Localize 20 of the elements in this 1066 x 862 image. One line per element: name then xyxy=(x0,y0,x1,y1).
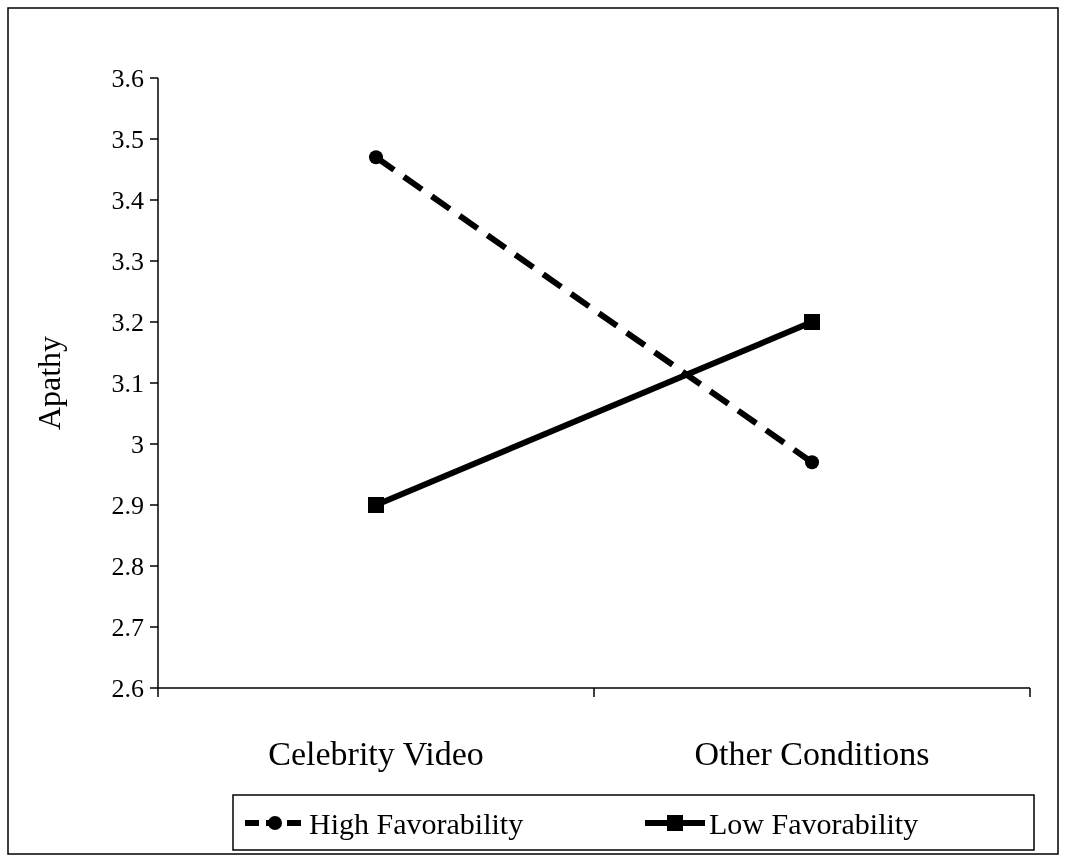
y-tick-label: 3.2 xyxy=(111,308,144,338)
y-axis-title: Apathy xyxy=(31,335,67,431)
y-tick-label: 3.1 xyxy=(111,369,144,399)
y-tick-label: 3.4 xyxy=(111,186,144,216)
point xyxy=(805,455,819,470)
y-tick-label: 3.6 xyxy=(111,64,144,94)
point xyxy=(368,497,384,513)
x-tick-label: Other Conditions xyxy=(694,735,930,772)
point xyxy=(804,314,820,330)
legend-label: Low Favorability xyxy=(709,806,919,840)
point xyxy=(369,150,383,165)
x-tick-label: Celebrity Video xyxy=(268,735,484,772)
y-tick-label: 2.8 xyxy=(111,552,144,582)
y-tick-label: 3.3 xyxy=(111,247,144,277)
y-tick-label: 3.5 xyxy=(111,125,144,155)
y-tick-label: 3 xyxy=(131,430,144,460)
y-tick-label: 2.6 xyxy=(111,674,144,704)
legend-label: High Favorability xyxy=(309,806,524,840)
y-tick-label: 2.7 xyxy=(111,613,144,643)
y-tick-label: 2.9 xyxy=(111,491,144,521)
